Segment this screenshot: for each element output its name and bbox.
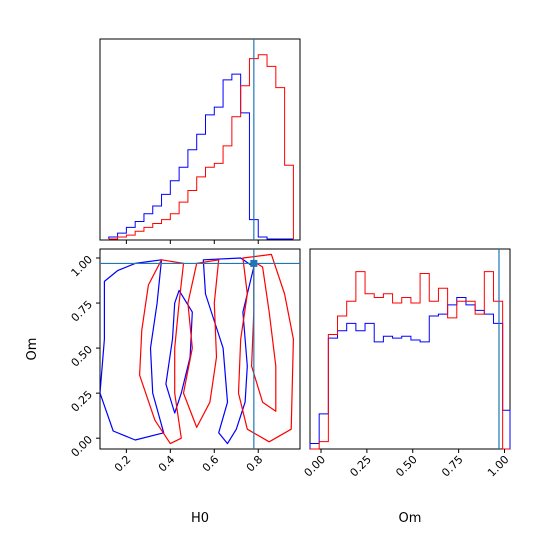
contour-x-tick-label-1: 0.4: [156, 453, 178, 475]
contour-truth-marker: [250, 259, 258, 267]
contour-x-tick-label-2: 0.6: [200, 453, 222, 475]
om-x-tick-label-4: 1.00: [485, 453, 512, 480]
contour-y-tick-label-2: 0.50: [69, 343, 96, 370]
contour-series-0-level-0: [100, 259, 165, 441]
contour-x-tick-label-3: 0.8: [244, 453, 266, 475]
om-x-tick-label-1: 0.25: [347, 453, 374, 480]
om-x-tick-label-2: 0.50: [393, 453, 420, 480]
axis-ticks: 0.2 0.4 0.6 0.8 0.00 0.25 0.50 0.75 1.00 0.00 0.25…: [69, 240, 512, 479]
contour-y-tick-label-0: 0.00: [69, 433, 96, 460]
om-x-tick-label-3: 0.75: [439, 453, 466, 480]
om-x-tick-label-0: 0.00: [302, 453, 329, 480]
h0-histogram: [108, 39, 294, 240]
contour-y-tick-label-1: 0.25: [69, 388, 96, 415]
contour-series-1-level-1: [182, 259, 220, 428]
h0-histogram-series-1: [108, 54, 294, 240]
h0-histogram-series-0: [108, 73, 294, 240]
y-axis-label-om: Om: [25, 338, 40, 361]
x-axis-label-om: Om: [399, 511, 422, 526]
om-histogram: [309, 249, 511, 450]
contour-lines: [100, 253, 294, 445]
contour-y-tick-label-3: 0.75: [69, 298, 96, 325]
h0-histogram-frame: [99, 38, 301, 241]
contour-series-1-level-3: [251, 261, 277, 412]
contour-series-1-level-0: [139, 259, 185, 445]
contour-series-0-level-2: [165, 289, 193, 414]
contour-y-tick-label-4: 1.00: [69, 253, 96, 280]
x-axis-label-h0: H0: [191, 511, 209, 526]
om-histogram-series-1: [310, 271, 510, 450]
contour-plot: [100, 249, 300, 449]
contour-x-tick-label-0: 0.2: [112, 453, 134, 475]
om-histogram-series-0: [309, 296, 511, 449]
contour-plot-frame: [99, 248, 301, 450]
contour-series-1-level-2: [237, 253, 294, 443]
om-histogram-frame: [309, 248, 511, 450]
